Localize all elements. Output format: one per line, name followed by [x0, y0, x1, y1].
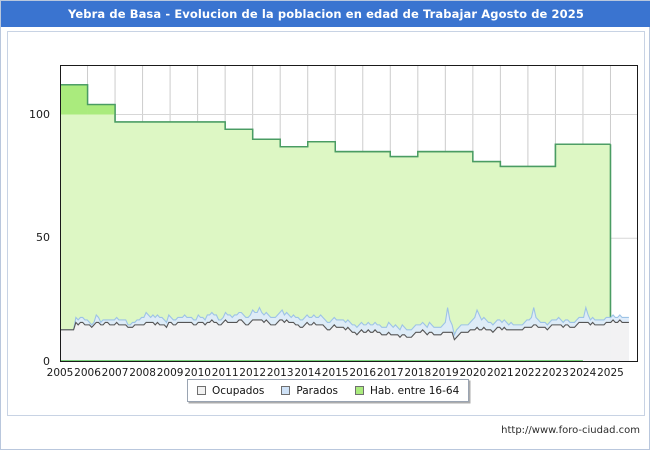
- x-axis-tick-label: 2025: [597, 367, 624, 379]
- x-axis-tick-label: 2010: [184, 367, 211, 379]
- legend-item[interactable]: Ocupados: [197, 385, 264, 397]
- legend-item[interactable]: Parados: [281, 385, 338, 397]
- x-axis-tick-label: 2017: [376, 367, 404, 379]
- x-axis-tick-label: 2013: [266, 367, 294, 379]
- legend-label: Ocupados: [212, 384, 265, 397]
- x-axis-tick-label: 2008: [129, 367, 156, 379]
- x-axis-tick-label: 2007: [101, 367, 129, 379]
- legend-swatch: [354, 386, 364, 395]
- x-axis-tick-label: 2012: [239, 367, 267, 379]
- x-axis-tick-label: 2009: [156, 367, 184, 379]
- x-axis: 2005 2006 2007 2008 2009 2010 2011 2012 2013 2014…: [47, 365, 642, 387]
- x-axis-tick-label: 2021: [487, 367, 514, 379]
- legend-label: Parados: [296, 384, 338, 397]
- x-axis-tick-label: 2005: [46, 367, 74, 379]
- x-axis-tick-label: 2014: [294, 367, 322, 379]
- chart-legend: Ocupados Parados Hab. entre 16-64: [187, 379, 470, 402]
- plot-area: [60, 65, 638, 362]
- legend-swatch: [281, 386, 291, 395]
- legend-label: Hab. entre 16-64: [369, 384, 460, 397]
- x-axis-tick-label: 2024: [569, 367, 597, 379]
- x-axis-tick-label: 2022: [514, 367, 542, 379]
- footer-url: http://www.foro-ciudad.com: [501, 425, 640, 436]
- page-title: Yebra de Basa - Evolucion de la poblacio…: [68, 7, 584, 21]
- x-axis-tick-label: 2023: [542, 367, 569, 379]
- x-axis-tick-label: 2020: [459, 367, 487, 379]
- y-axis-tick-label: 0: [43, 355, 50, 368]
- y-axis-tick-label: 50: [36, 231, 50, 245]
- window-title-bar: Yebra de Basa - Evolucion de la poblacio…: [1, 1, 650, 27]
- x-axis-tick-label: 2015: [321, 367, 349, 379]
- x-axis-tick-label: 2011: [211, 367, 239, 379]
- x-axis-tick-label: 2019: [431, 367, 459, 379]
- y-axis-tick-label: 100: [29, 107, 50, 121]
- legend-swatch: [197, 386, 206, 395]
- x-axis-tick-label: 2018: [404, 367, 432, 379]
- x-axis-tick-label: 2006: [74, 367, 101, 379]
- plot-border: [60, 65, 638, 362]
- x-axis-tick-label: 2016: [349, 367, 377, 379]
- y-axis: 0 50 100: [8, 65, 56, 369]
- legend-item[interactable]: Hab. entre 16-64: [354, 384, 460, 397]
